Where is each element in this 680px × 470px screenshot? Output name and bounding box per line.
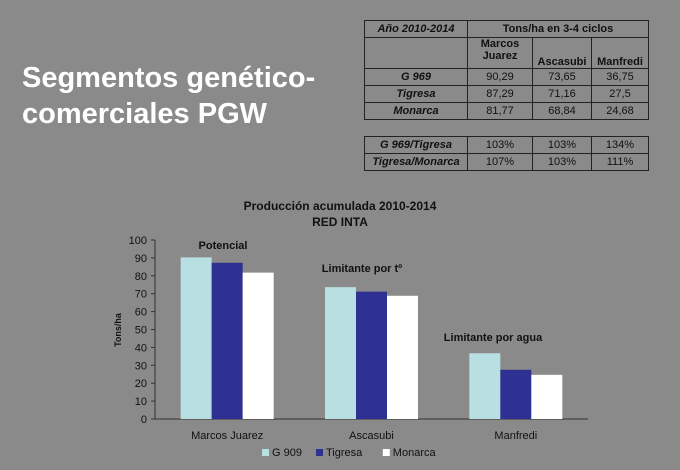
y-tick-label: 0	[141, 414, 147, 426]
annotation-label: Potencial	[199, 240, 248, 252]
chart-legend: G 909 Tigresa Monarca	[262, 447, 436, 459]
y-tick-label: 10	[135, 396, 147, 408]
slide-title: Segmentos genético-comerciales PGW	[22, 62, 316, 130]
table-cell: 68,84	[532, 102, 592, 120]
table-row-label: Monarca	[364, 102, 468, 120]
y-tick-label: 30	[135, 360, 147, 372]
plot-area: 0 10 20 30 40 50 60 70 80 90 100 Marcos Juarez Ascas…	[129, 235, 588, 442]
table-cell: 111%	[591, 153, 649, 171]
legend-swatch	[316, 449, 323, 456]
y-tick-label: 70	[135, 289, 147, 301]
y-axis-label: Tons/ha	[113, 312, 123, 347]
bar	[500, 369, 532, 419]
table-cell: 24,68	[591, 102, 649, 120]
bar	[325, 287, 356, 419]
bar	[469, 353, 501, 419]
legend-swatch	[262, 449, 269, 456]
table-corner-cell: Año 2010-2014	[364, 20, 468, 38]
bar	[180, 257, 212, 419]
annotation-label: Limitante por tº	[322, 263, 402, 275]
yield-table: Año 2010-2014 Tons/ha en 3-4 ciclos Marc…	[364, 20, 649, 120]
table-row: Tigresa/Monarca 107% 103% 111%	[364, 153, 649, 171]
table-column-header: Manfredi	[591, 37, 649, 69]
bar	[531, 374, 563, 419]
legend-swatch	[382, 449, 390, 456]
legend-label: Monarca	[393, 447, 437, 459]
table-row-label: Tigresa/Monarca	[364, 153, 468, 171]
table-row: G 969/Tigresa 103% 103% 134%	[364, 136, 649, 154]
legend-label: Tigresa	[326, 447, 363, 459]
annotation-label: Limitante por agua	[444, 332, 543, 344]
table-row: Monarca 81,77 68,84 24,68	[364, 102, 649, 120]
y-tick-label: 50	[135, 325, 147, 337]
y-tick-label: 80	[135, 271, 147, 283]
y-tick-label: 20	[135, 378, 147, 390]
table-cell: 103%	[532, 153, 592, 171]
table-group-header: Tons/ha en 3-4 ciclos	[467, 20, 649, 38]
table-column-header: Marcos Juarez	[467, 37, 533, 69]
chart-title: Producción acumulada 2010-2014	[244, 199, 437, 213]
legend-label: G 909	[272, 447, 302, 459]
table-cell: 134%	[591, 136, 649, 154]
y-tick-label: 90	[135, 253, 147, 265]
x-tick-label: Ascasubi	[349, 430, 394, 442]
bar	[242, 272, 274, 419]
ratio-table: G 969/Tigresa 103% 103% 134% Tigresa/Mon…	[364, 136, 649, 171]
x-tick-label: Marcos Juarez	[191, 430, 263, 442]
chart-subtitle: RED INTA	[312, 215, 368, 229]
table-cell: 103%	[532, 136, 592, 154]
bar	[211, 262, 243, 419]
table-cell: 81,77	[467, 102, 533, 120]
bar	[387, 295, 418, 419]
y-tick-label: 40	[135, 342, 147, 354]
y-tick-label: 60	[135, 307, 147, 319]
table-column-header: Ascasubi	[532, 37, 592, 69]
y-tick-label: 100	[129, 235, 147, 247]
bar	[356, 291, 387, 419]
x-tick-label: Manfredi	[494, 430, 537, 442]
